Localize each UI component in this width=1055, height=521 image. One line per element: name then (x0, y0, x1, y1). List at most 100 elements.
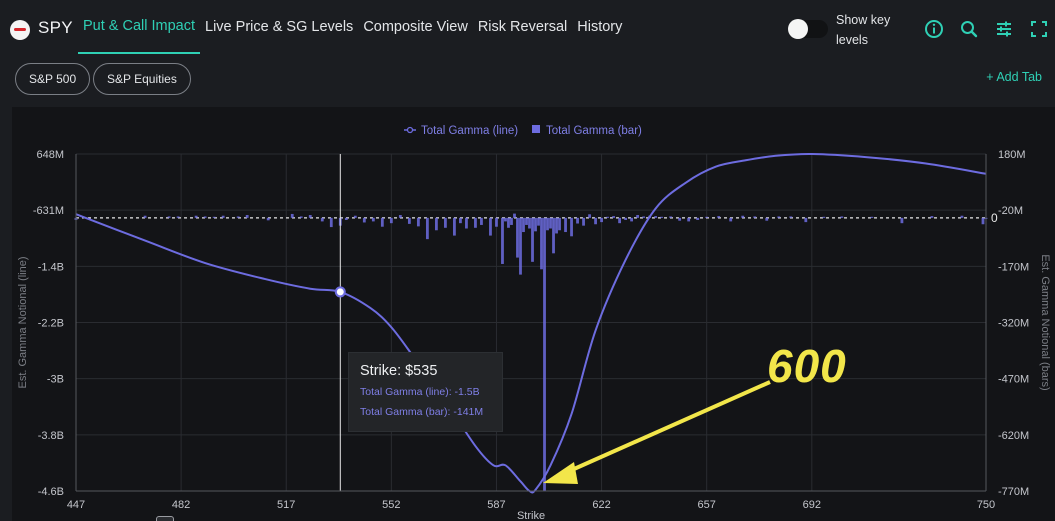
gamma-bar (960, 215, 964, 218)
gamma-bar (453, 217, 456, 236)
chart-axes: 648M -631M -1.4B -2.2B -3B -3.8B -4.6B 180M -20M… (17, 149, 1051, 521)
fullscreen-icon[interactable] (1028, 18, 1050, 40)
gamma-bar (564, 217, 567, 233)
y-right-tick-label: -620M (998, 430, 1029, 442)
annotation-callout: 600 (767, 340, 847, 392)
gamma-bar (245, 215, 249, 218)
y-right-axis-title: Est. Gamma Notional (bars) (1039, 254, 1051, 390)
sliders-icon[interactable] (993, 18, 1015, 40)
show-key-levels-toggle[interactable] (788, 19, 828, 39)
gamma-bar (705, 216, 709, 218)
index-pill-sp500[interactable]: S&P 500 (15, 63, 91, 95)
gamma-bar (678, 217, 682, 221)
tab-risk-reversal[interactable]: Risk Reversal (477, 19, 568, 35)
gamma-bar (425, 217, 429, 240)
gamma-bar (588, 214, 591, 218)
gamma-bar (804, 217, 808, 223)
chart-legend: Total Gamma (line) Total Gamma (bar) (404, 125, 642, 137)
gamma-bar (930, 216, 934, 218)
y-right-tick-label: -470M (998, 374, 1029, 386)
crosshair-marker (334, 286, 346, 298)
tab-live-price-sg-levels[interactable]: Live Price & SG Levels (205, 19, 354, 35)
x-tick-label: 552 (382, 499, 400, 511)
gamma-bar (696, 217, 700, 220)
gamma-bar (308, 215, 312, 218)
chart-panel: 648M -631M -1.4B -2.2B -3B -3.8B -4.6B 180M -20M… (12, 107, 1055, 521)
gamma-bar (558, 217, 561, 231)
y-left-tick-label: -4.6B (38, 486, 64, 498)
gamma-bar (753, 216, 757, 218)
tab-history[interactable]: History (577, 19, 623, 35)
range-slider-handle[interactable] (156, 516, 174, 521)
x-tick-label: 447 (67, 499, 85, 511)
gamma-bar (546, 217, 549, 231)
gamma-bar (176, 216, 180, 218)
tab-put-call-impact[interactable]: Put & Call Impact (78, 0, 201, 54)
y-left-tick-label: -1.4B (38, 261, 64, 273)
gamma-bar (380, 217, 384, 227)
legend-bar-swatch (532, 125, 540, 133)
gamma-bar (519, 217, 522, 275)
gamma-bar (636, 215, 640, 218)
gamma-bar (353, 215, 357, 218)
gamma-bar (501, 217, 504, 264)
gamma-chart[interactable]: 648M -631M -1.4B -2.2B -3B -3.8B -4.6B 180M -20M… (12, 107, 1055, 521)
gamma-bar (822, 216, 826, 218)
gamma-bar (624, 217, 628, 220)
legend-bar-label: Total Gamma (bar) (546, 125, 642, 137)
add-tab-button[interactable]: + Add Tab (986, 70, 1042, 84)
gamma-bar (203, 216, 207, 218)
gamma-bar (870, 216, 874, 218)
gamma-bar (600, 217, 603, 223)
gamma-bar (606, 216, 609, 218)
gamma-bar (299, 216, 303, 218)
y-left-tick-label: -3.8B (38, 430, 64, 442)
info-icon[interactable] (923, 18, 945, 40)
gamma-bar (717, 216, 721, 218)
x-tick-label: 692 (803, 499, 821, 511)
gamma-bar (407, 217, 411, 224)
gamma-bar (495, 217, 498, 227)
gamma-bar (582, 217, 585, 226)
arrow-shaft (564, 380, 771, 475)
gamma-bar (143, 215, 147, 218)
gamma-bar (654, 216, 658, 218)
gamma-bar (389, 217, 393, 224)
y-left-tick-label: -2.2B (38, 318, 64, 330)
toggle-knob (788, 19, 808, 39)
gamma-bar (576, 217, 579, 224)
y-right-tick-label: -320M (998, 318, 1029, 330)
gamma-bar (777, 216, 781, 218)
gamma-bar (371, 217, 375, 222)
gamma-bar (344, 217, 348, 220)
gamma-bar (981, 217, 985, 225)
gamma-bar (549, 217, 552, 229)
gamma-bar (507, 217, 510, 228)
gamma-bar (510, 217, 513, 225)
index-pill-sp-equities[interactable]: S&P Equities (93, 63, 191, 95)
y-left-axis-title: Est. Gamma Notional (line) (17, 256, 29, 388)
gamma-bar (687, 217, 691, 222)
tab-composite-view[interactable]: Composite View (363, 19, 468, 35)
gamma-bar (789, 216, 793, 218)
gamma-bar (320, 217, 324, 222)
gamma-bar (329, 217, 333, 228)
x-tick-label: 482 (172, 499, 190, 511)
gamma-bar (465, 217, 468, 229)
y-left-tick-label: 648M (36, 149, 64, 161)
gamma-bar (516, 217, 519, 258)
search-icon[interactable] (958, 18, 980, 40)
gamma-bar (594, 217, 597, 225)
gamma-bar (552, 217, 555, 254)
gamma-bar (480, 217, 483, 225)
legend-line-marker (406, 126, 414, 134)
gamma-bar (525, 217, 528, 225)
y-right-tick-label: -770M (998, 486, 1029, 498)
x-tick-label: 517 (277, 499, 295, 511)
gamma-bar (540, 217, 543, 270)
gamma-bar (612, 216, 615, 218)
gamma-bar (555, 217, 558, 234)
x-tick-label: 622 (592, 499, 610, 511)
gamma-bar (362, 217, 366, 223)
